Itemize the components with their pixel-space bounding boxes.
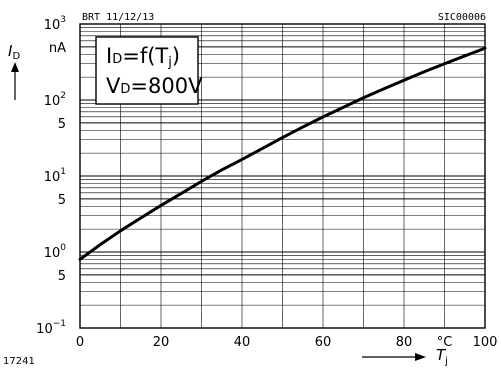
figure-number: 17241 — [3, 356, 35, 367]
y-tick-label: 5 — [58, 193, 66, 208]
x-tick-label: 0 — [76, 335, 84, 350]
y-tick-label: 102 — [44, 91, 66, 109]
y-tick-labels: 10−1 5 100 5 101 5 102 nA 103 — [36, 15, 66, 337]
svg-text:ID: ID — [8, 42, 20, 62]
y-tick-label: 5 — [58, 117, 66, 132]
minor-gridlines — [80, 24, 485, 328]
plot-frame — [79, 23, 486, 329]
y-tick-label: 103 — [44, 15, 66, 33]
series-line — [78, 46, 487, 261]
x-tick-label: 80 — [396, 335, 413, 350]
x-tick-label: 60 — [315, 335, 332, 350]
x-unit-label: °C — [437, 335, 453, 350]
annotation-box: ID=f(Tj) VD=800V — [95, 36, 203, 105]
y-tick-label: 5 — [58, 269, 66, 284]
x-axis-arrow-icon — [362, 353, 426, 361]
y-tick-label: nA — [49, 41, 66, 56]
x-tick-labels: 0 20 40 60 80 100 °C — [76, 335, 498, 350]
y-tick-label: 100 — [44, 243, 67, 261]
annotation-line-1: ID=f(Tj) — [106, 44, 180, 70]
svg-text:Tj: Tj — [436, 346, 448, 367]
chart-code-right: SIC00006 — [438, 12, 486, 23]
annotation-line-2: VD=800V — [106, 74, 203, 98]
x-tick-label: 20 — [153, 335, 170, 350]
x-tick-label: 100 — [473, 335, 498, 350]
x-axis-label: Tj — [436, 346, 448, 367]
y-tick-label: 10−1 — [36, 319, 66, 337]
y-axis-label: ID — [8, 42, 20, 62]
y-tick-label: 101 — [44, 167, 66, 185]
y-axis-arrow-icon — [11, 62, 19, 100]
x-tick-label: 40 — [234, 335, 251, 350]
chart-code-left: BRT 11/12/13 — [82, 12, 154, 23]
